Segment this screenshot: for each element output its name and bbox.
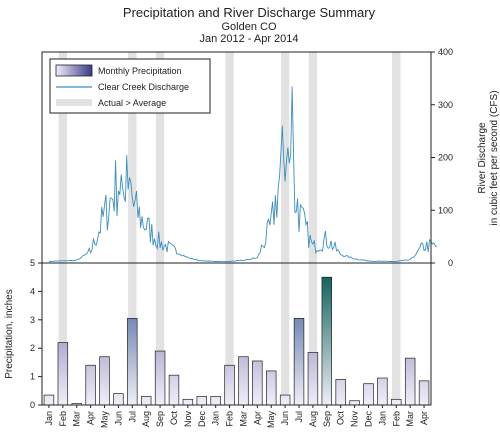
precipitation-bars	[43, 276, 430, 406]
month-label-nov-22: Nov	[350, 411, 360, 428]
discharge-axis: 0 100 200 300 400	[431, 47, 453, 268]
discharge-tick-label: 200	[438, 153, 453, 163]
precip-bar-jan-0	[43, 394, 55, 406]
discharge-tick-label: 300	[438, 100, 453, 110]
month-label-mar-2: Mar	[72, 411, 82, 427]
precip-bar-jun-5	[113, 393, 124, 406]
precip-bar-apr-27	[418, 380, 430, 406]
precip-bar-jul-18	[293, 318, 305, 406]
month-label-oct-9: Oct	[169, 411, 179, 426]
legend: Monthly Precipitation Clear Creek Discha…	[49, 58, 211, 114]
discharge-tick-label: 400	[438, 47, 453, 57]
month-label-jun-17: Jun	[280, 411, 290, 426]
month-axis: Jan Feb Mar Apr May Jun Jul Aug Sep Oct Nov Dec Jan F…	[44, 405, 429, 428]
precip-bar-feb-1	[57, 342, 69, 406]
month-label-dec-11: Dec	[197, 411, 207, 428]
precip-tick-label: 3	[30, 315, 35, 325]
shade-aug-19	[308, 52, 318, 405]
precip-bar-jul-6	[127, 318, 138, 406]
precip-bar-nov-10	[182, 398, 194, 406]
month-label-apr-27: Apr	[419, 411, 429, 425]
discharge-tick-label: 100	[438, 205, 453, 215]
month-label-aug-19: Aug	[308, 411, 318, 427]
discharge-ylabel-line2: in cubic feet per second (CFS)	[489, 90, 500, 225]
precip-bar-oct-9	[168, 374, 180, 406]
discharge-ylabel-line1: River Discharge	[477, 122, 488, 194]
month-label-may-4: May	[100, 411, 110, 429]
month-label-jan-12: Jan	[211, 411, 221, 426]
precip-bar-mar-14	[238, 356, 249, 406]
precip-bar-jan-12	[210, 396, 221, 406]
discharge-line	[48, 86, 437, 263]
precip-bar-dec-11	[196, 396, 207, 406]
month-label-jun-5: Jun	[113, 411, 123, 426]
precip-bar-mar-26	[404, 357, 416, 406]
precipitation-plot-frame	[41, 262, 432, 406]
precip-bar-jan-24	[377, 377, 388, 406]
precip-bar-aug-19	[307, 352, 319, 406]
precip-tick-label: 1	[30, 372, 35, 382]
shade-feb-13	[225, 52, 234, 405]
precip-bar-apr-3	[85, 364, 96, 406]
legend-shade-label: Actual > Average	[98, 98, 166, 108]
precip-tick-label: 0	[30, 400, 35, 410]
month-label-mar-14: Mar	[238, 411, 248, 427]
month-label-nov-10: Nov	[183, 411, 193, 428]
chart-title: Precipitation and River Discharge Summar…	[123, 5, 376, 20]
month-label-dec-23: Dec	[363, 411, 373, 428]
shaded-months	[58, 52, 401, 405]
shade-feb-25	[392, 52, 401, 405]
precip-bar-oct-21	[335, 379, 346, 406]
month-label-aug-7: Aug	[141, 411, 151, 427]
shade-jul-6	[128, 52, 137, 405]
precip-bar-dec-23	[363, 383, 374, 406]
month-label-jan-0: Jan	[44, 411, 54, 426]
chart-subtitle-location: Golden CO	[221, 21, 276, 33]
month-label-feb-25: Feb	[391, 411, 401, 427]
legend-precipitation-label: Monthly Precipitation	[98, 66, 182, 76]
month-label-apr-3: Apr	[86, 411, 96, 425]
month-label-oct-21: Oct	[336, 411, 346, 426]
precip-bar-may-4	[99, 356, 110, 406]
month-label-mar-26: Mar	[405, 411, 415, 427]
month-label-jul-18: Jul	[294, 411, 304, 423]
precip-tick-label: 2	[30, 343, 35, 353]
month-label-feb-13: Feb	[225, 411, 235, 427]
precip-bar-may-16	[266, 370, 277, 406]
chart-subtitle-daterange: Jan 2012 - Apr 2014	[199, 33, 298, 45]
precip-bar-feb-13	[224, 364, 235, 406]
discharge-series	[48, 86, 437, 263]
precipitation-axis: 0 1 2 3 4 5	[30, 258, 42, 410]
legend-discharge-label: Clear Creek Discharge	[98, 82, 189, 92]
discharge-tick-label: 0	[448, 258, 453, 268]
precip-tick-label: 5	[30, 258, 35, 268]
precip-bar-sep-8	[154, 350, 166, 406]
precip-bar-apr-15	[252, 360, 263, 406]
month-label-apr-15: Apr	[252, 411, 262, 425]
precip-tick-label: 4	[30, 286, 35, 296]
shade-sep-8	[155, 52, 165, 405]
month-label-sep-20: Sep	[322, 411, 332, 427]
month-label-may-16: May	[266, 411, 276, 429]
precip-bar-nov-22	[349, 400, 360, 406]
precipitation-ylabel: Precipitation, inches	[4, 289, 15, 379]
month-label-feb-1: Feb	[58, 411, 68, 427]
precip-bar-feb-25	[391, 398, 402, 406]
month-label-sep-8: Sep	[155, 411, 165, 427]
month-label-jul-6: Jul	[127, 411, 137, 423]
shade-jun-17	[280, 52, 290, 405]
shade-feb-1	[58, 52, 68, 405]
legend-shade-swatch	[56, 99, 92, 106]
month-label-jan-24: Jan	[377, 411, 387, 426]
legend-precipitation-swatch	[55, 64, 93, 77]
precip-bar-sep-20	[321, 276, 333, 406]
precip-bar-aug-7	[140, 396, 152, 406]
precip-bar-jun-17	[279, 394, 291, 406]
